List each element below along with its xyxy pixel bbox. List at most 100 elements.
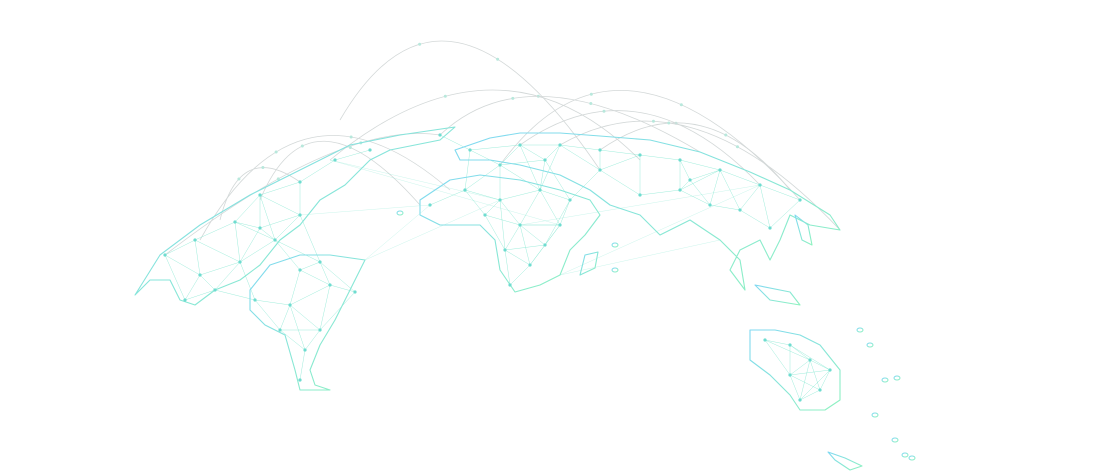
network-line [764,339,811,361]
arc-node [300,144,304,148]
network-line [254,299,291,306]
network-line [799,359,811,401]
network-node [298,213,302,217]
network-line [759,184,771,229]
connection-arc [439,95,701,153]
island [908,455,916,461]
island [891,437,899,443]
network-node [328,283,332,287]
network-node [253,298,257,302]
network-node [498,198,502,202]
network-node [368,148,372,152]
network-line [469,144,521,151]
island [901,452,909,458]
network-node [273,238,277,242]
network-node [638,193,642,197]
network-node [233,220,237,224]
network-line [569,169,601,201]
network-node [353,290,357,294]
network-line [764,339,791,346]
network-line [709,169,721,206]
network-line [429,189,466,206]
network-line [679,179,691,191]
arc-node [274,150,278,154]
network-node [738,208,742,212]
long-network-line [364,199,501,261]
network-node [788,373,792,377]
network-node [598,148,602,152]
continent-new-zealand [827,451,863,471]
network-line [719,169,761,186]
network-line [789,359,811,376]
network-node [198,273,202,277]
continent-africa [419,174,601,293]
network-line [194,221,236,241]
continent-japan [794,214,813,246]
network-line [274,239,301,271]
network-line [279,304,291,331]
network-line [299,349,306,381]
network-node [163,253,167,257]
network-line [199,274,216,291]
long-network-line [299,204,431,216]
network-node [193,238,197,242]
island [881,377,889,383]
network-line [599,169,641,196]
arc-node [589,102,593,106]
network-line [679,159,691,181]
network-line [759,184,801,201]
network-line [544,144,561,161]
network-line [519,224,531,266]
arc-node [679,103,683,107]
network-node [463,188,467,192]
network-line [789,344,831,371]
network-node [538,188,542,192]
network-line [559,199,571,226]
network-node [288,303,292,307]
long-network-line [364,204,431,261]
network-line [214,261,241,291]
network-line [239,261,256,301]
network-line [464,149,471,191]
network-line [519,144,546,161]
network-node [688,178,692,182]
network-line [539,189,571,201]
network-line [259,214,301,229]
island [866,342,874,348]
network-node [213,288,217,292]
network-line [194,239,201,276]
network-node [428,203,432,207]
network-node [718,168,722,172]
network-line [259,194,301,216]
connection-arc [339,40,601,171]
continent-madagascar [579,251,599,276]
island [871,412,879,418]
network-line [799,389,821,401]
arc-node [511,96,515,100]
network-line [274,239,321,263]
network-node [333,158,337,162]
network-line [464,164,501,191]
connection-arc [329,89,641,161]
network-node [298,378,302,382]
network-line [739,184,761,211]
network-line [234,221,261,229]
network-line [214,289,256,301]
arc-node [735,145,739,149]
network-node [763,338,767,342]
long-network-line [329,159,561,226]
network-line [239,239,276,263]
network-line [279,329,306,351]
network-node [508,283,512,287]
long-network-line [559,239,721,276]
network-node [298,180,302,184]
network-line [789,374,801,401]
network-node [818,388,822,392]
network-node [303,348,307,352]
network-node [503,248,507,252]
network-line [679,189,711,206]
network-line [559,144,601,171]
network-node [258,226,262,230]
network-node [438,133,442,137]
network-line [544,159,571,201]
